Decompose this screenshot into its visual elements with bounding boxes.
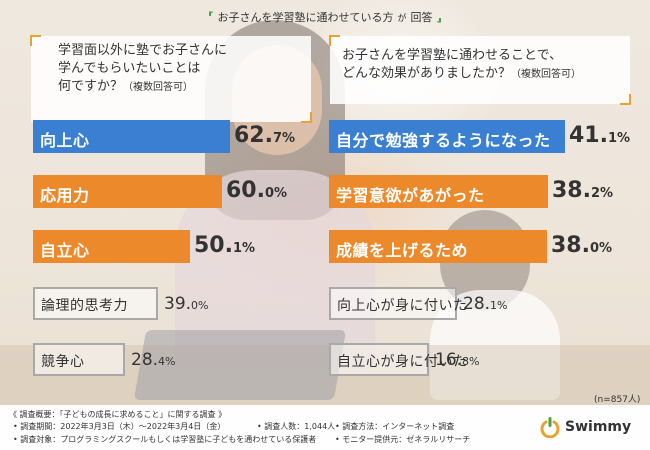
respondent-note-suffix: 回答	[410, 11, 433, 24]
chart1-value-label: 28.4%	[131, 350, 176, 370]
right-question-note: （複数回答可）	[511, 69, 582, 80]
right-question-line: お子さんを学習塾に通わせることで、	[342, 48, 563, 63]
frame-corner	[329, 35, 340, 46]
chart2-bar: 自分で勉強するようになった 41.1%	[329, 120, 630, 153]
chart2-category-label: 学習意欲があがった	[336, 186, 485, 205]
swimmy-logo-text: Swimmy	[565, 419, 632, 435]
chart1-category-label: 向上心	[40, 131, 90, 150]
left-question-line: 学んでもらいたいことは	[58, 61, 201, 76]
respondent-note-main: お子さんを学習塾に通わせている方	[217, 11, 394, 24]
chart1-value-label: 50.1%	[194, 233, 256, 258]
left-question-box: 学習面以外に塾でお子さんに 学んでもらいたいことは 何ですか？（複数回答可）	[30, 35, 312, 123]
frame-corner	[301, 112, 312, 123]
left-question-line3: 何ですか？	[58, 79, 124, 94]
respondent-note-connector: が	[397, 13, 407, 24]
left-question-line: 何ですか？（複数回答可）	[58, 78, 308, 97]
quote-close-icon: ⸥	[436, 10, 442, 24]
chart2-bar: 向上心が身に付いた 28.1%	[329, 287, 508, 320]
right-question-text: お子さんを学習塾に通わせることで、 どんな効果がありましたか？（複数回答可）	[342, 47, 627, 84]
chart1-bar: 応用力 60.0%	[33, 175, 287, 208]
right-question-line: どんな効果がありましたか？（複数回答可）	[342, 65, 627, 84]
survey-method: • 調査方法：インターネット調査	[335, 422, 455, 431]
chart2-bar: 自立心が身に付いた 16.8%	[329, 343, 480, 376]
survey-count: • 調査人数：1,044人	[257, 422, 336, 431]
chart1-bar: 向上心 62.7%	[33, 120, 295, 153]
chart2-category-label: 自分で勉強するようになった	[336, 131, 551, 150]
chart1-value-label: 39.0%	[164, 294, 209, 314]
chart2-bar: 成績を上げるため 38.0%	[329, 230, 612, 263]
chart2-category-label: 自立心が身に付いた	[337, 354, 468, 370]
chart2-category-label: 向上心が身に付いた	[337, 298, 468, 314]
chart2-value-label: 41.1%	[569, 123, 631, 148]
right-question-line2: どんな効果がありましたか？	[342, 66, 512, 81]
respondent-note: ⸢ お子さんを学習塾に通わせている方が回答 ⸥	[0, 9, 650, 25]
sample-size: (n=857人)	[594, 395, 641, 405]
chart1-bar: 論理的思考力 39.0%	[33, 287, 209, 320]
chart1-value-label: 60.0%	[226, 178, 288, 203]
chart2-value-label: 38.0%	[551, 233, 613, 258]
chart1-bar: 競争心 28.4%	[33, 343, 176, 376]
chart2-value-label: 16.8%	[435, 350, 480, 370]
chart2-bar: 学習意欲があがった 38.2%	[329, 175, 613, 208]
chart1-category-label: 応用力	[40, 186, 90, 205]
right-question-box: お子さんを学習塾に通わせることで、 どんな効果がありましたか？（複数回答可）	[329, 35, 631, 105]
left-question-text: 学習面以外に塾でお子さんに 学んでもらいたいことは 何ですか？（複数回答可）	[58, 42, 308, 97]
chart1-category-label: 自立心	[40, 241, 90, 260]
frame-corner	[30, 35, 41, 46]
survey-overview: 《 調査概要：「子どもの成長に求めること」に関する調査 》	[9, 410, 227, 419]
chart2-value-label: 28.1%	[463, 294, 508, 314]
chart1-bar: 自立心 50.1%	[33, 230, 255, 263]
chart2-category-label: 成績を上げるため	[336, 241, 469, 260]
quote-open-icon: ⸢	[208, 10, 214, 24]
survey-period: • 調査期間：2022年3月3日（木）〜2022年3月4日（金）	[13, 422, 226, 431]
chart1-category-label: 競争心	[41, 354, 85, 370]
swimmy-logo: Swimmy	[540, 415, 631, 439]
survey-target: • 調査対象：プログラミングスクールもしくは学習塾に子どもを通わせている保護者	[13, 435, 317, 444]
chart1-category-label: 論理的思考力	[41, 298, 128, 314]
survey-provider: • モニター提供元：ゼネラルリサーチ	[335, 435, 471, 444]
chart1-value-label: 62.7%	[234, 123, 296, 148]
swimmy-logo-icon	[540, 417, 560, 438]
left-question-line: 学習面以外に塾でお子さんに	[58, 43, 228, 58]
chart2-value-label: 38.2%	[552, 178, 614, 203]
left-question-note: （複数回答可）	[123, 82, 194, 93]
frame-corner	[620, 94, 631, 105]
